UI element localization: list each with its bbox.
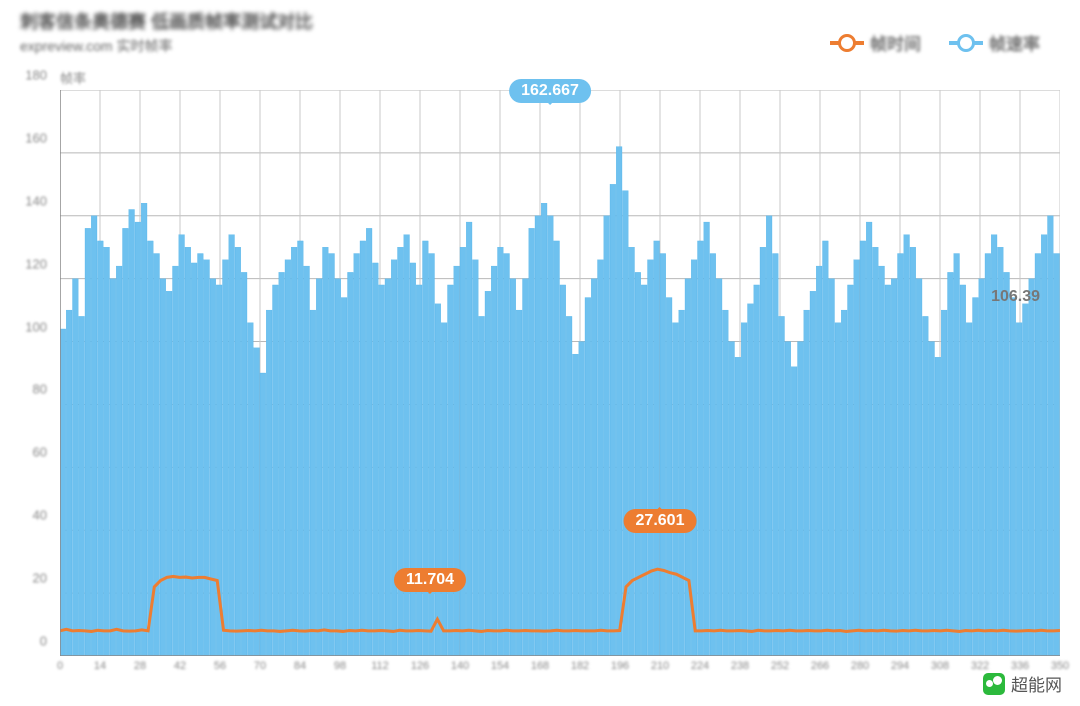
chart-svg (60, 90, 1060, 656)
legend-marker-orange (830, 41, 864, 45)
legend-marker-blue (949, 41, 983, 45)
legend-label-1: 帧时间 (870, 30, 921, 55)
legend: 帧时间 帧速率 (830, 30, 1040, 55)
x-tick-label: 70 (254, 660, 266, 672)
y-tick-label: 120 (25, 256, 47, 271)
y-tick-label: 80 (33, 382, 47, 397)
y-tick-label: 60 (33, 445, 47, 460)
y-tick-label: 100 (25, 319, 47, 334)
x-tick-label: 168 (531, 660, 549, 672)
x-tick-label: 280 (851, 660, 869, 672)
x-tick-label: 84 (294, 660, 306, 672)
callout-peak-blue: 162.667 (509, 79, 591, 103)
y-tick-label: 160 (25, 130, 47, 145)
x-tick-label: 196 (611, 660, 629, 672)
wechat-icon (983, 673, 1005, 695)
y-tick-label: 20 (33, 571, 47, 586)
callout-orange-mid: 11.704 (394, 568, 466, 592)
watermark-label: 超能网 (1011, 671, 1062, 696)
watermark: 超能网 (983, 671, 1062, 696)
x-tick-label: 112 (371, 660, 389, 672)
x-tick-label: 0 (57, 660, 63, 672)
x-tick-label: 224 (691, 660, 709, 672)
x-tick-label: 308 (931, 660, 949, 672)
y-tick-label: 0 (40, 634, 47, 649)
callout-peak-blue-value: 162.667 (509, 79, 591, 103)
x-tick-label: 14 (94, 660, 106, 672)
y-tick-label: 180 (25, 68, 47, 83)
x-tick-label: 294 (891, 660, 909, 672)
callout-orange-peak-value: 27.601 (624, 509, 697, 533)
x-tick-label: 182 (571, 660, 589, 672)
y-tick-label: 40 (33, 508, 47, 523)
chart-area: 162.667 11.704 27.601 106.39 (60, 90, 1060, 656)
avg-blue-label: 106.39 (991, 288, 1040, 306)
x-tick-label: 252 (771, 660, 789, 672)
x-tick-label: 238 (731, 660, 749, 672)
y-axis-labels: 020406080100120140160180 (0, 90, 55, 656)
y-axis-title: 帧率 (60, 68, 86, 87)
callout-orange-peak: 27.601 (624, 509, 697, 533)
legend-series2: 帧速率 (949, 30, 1040, 55)
x-axis-labels: 0 14 28 42 56 70 84 98 112 126 140 154 168 182 196 210 2… (60, 660, 1060, 678)
x-tick-label: 140 (451, 660, 469, 672)
x-tick-label: 266 (811, 660, 829, 672)
callout-orange-mid-value: 11.704 (394, 568, 466, 592)
x-tick-label: 126 (411, 660, 429, 672)
x-tick-label: 56 (214, 660, 226, 672)
y-tick-label: 140 (25, 193, 47, 208)
x-tick-label: 42 (174, 660, 186, 672)
x-tick-label: 210 (651, 660, 669, 672)
x-tick-label: 154 (491, 660, 509, 672)
x-tick-label: 98 (334, 660, 346, 672)
x-tick-label: 28 (134, 660, 146, 672)
legend-label-2: 帧速率 (989, 30, 1040, 55)
legend-series1: 帧时间 (830, 30, 921, 55)
